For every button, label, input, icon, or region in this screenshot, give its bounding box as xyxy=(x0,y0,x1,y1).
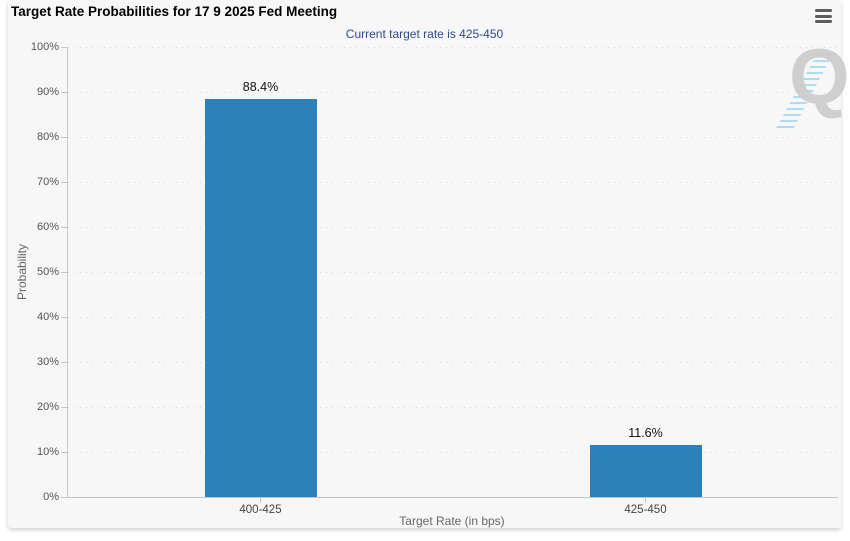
hamburger-bar xyxy=(815,14,832,18)
chart-title: Target Rate Probabilities for 17 9 2025 … xyxy=(11,4,338,19)
y-axis-tick xyxy=(61,136,67,138)
y-axis-label: 10% xyxy=(36,446,59,458)
y-axis-label: 80% xyxy=(36,131,59,143)
y-axis-label: 50% xyxy=(36,266,59,278)
y-axis-label: 90% xyxy=(36,86,59,98)
y-axis-label: 70% xyxy=(36,176,59,188)
y-axis-label: 60% xyxy=(36,221,59,233)
gridline xyxy=(68,451,838,453)
gridline xyxy=(68,181,838,183)
y-axis-tick xyxy=(61,46,67,48)
x-axis-label: 400-425 xyxy=(239,504,282,516)
y-axis-label: 100% xyxy=(30,41,59,53)
y-axis-tick xyxy=(61,181,67,183)
x-axis-tick xyxy=(260,497,261,503)
y-axis-tick xyxy=(61,361,67,363)
quikstrike-watermark: Q xyxy=(771,34,850,132)
gridline xyxy=(68,91,838,93)
x-axis-title: Target Rate (in bps) xyxy=(399,514,505,528)
y-axis-tick xyxy=(61,316,67,318)
gridline xyxy=(68,406,838,408)
chart-subtitle: Current target rate is 425-450 xyxy=(345,27,504,41)
gridline xyxy=(68,361,838,363)
bar-425-450[interactable] xyxy=(589,444,702,497)
gridline xyxy=(68,46,838,48)
gridline xyxy=(68,136,838,138)
y-axis-label: 0% xyxy=(43,491,59,503)
x-axis-tick xyxy=(645,497,646,503)
y-axis-tick xyxy=(61,226,67,228)
y-axis-tick xyxy=(61,271,67,273)
y-axis-label: 20% xyxy=(36,401,59,413)
y-axis-label: 30% xyxy=(36,356,59,368)
y-axis-tick xyxy=(61,91,67,93)
y-axis-tick xyxy=(61,451,67,453)
gridline xyxy=(68,271,838,273)
hamburger-bar xyxy=(815,20,832,23)
y-axis-label: 40% xyxy=(36,311,59,323)
hamburger-bar xyxy=(815,9,832,12)
y-axis-tick xyxy=(61,406,67,408)
gridline xyxy=(68,316,838,318)
watermark-q-icon: Q xyxy=(789,32,850,120)
bar-value-label: 11.6% xyxy=(628,425,663,440)
chart-panel: Target Rate Probabilities for 17 9 2025 … xyxy=(8,0,850,528)
gridline xyxy=(68,226,838,228)
plot-area: Q 0% 10% 20% 30% 40% 50% 60% 70% 80% 90% 100% 88.4%… xyxy=(31,34,850,516)
bar-value-label: 88.4% xyxy=(242,80,279,95)
bar-400-425[interactable] xyxy=(204,99,317,497)
hamburger-icon[interactable] xyxy=(812,7,835,25)
x-axis-label: 425-450 xyxy=(624,504,667,516)
y-axis-tick xyxy=(61,496,67,498)
